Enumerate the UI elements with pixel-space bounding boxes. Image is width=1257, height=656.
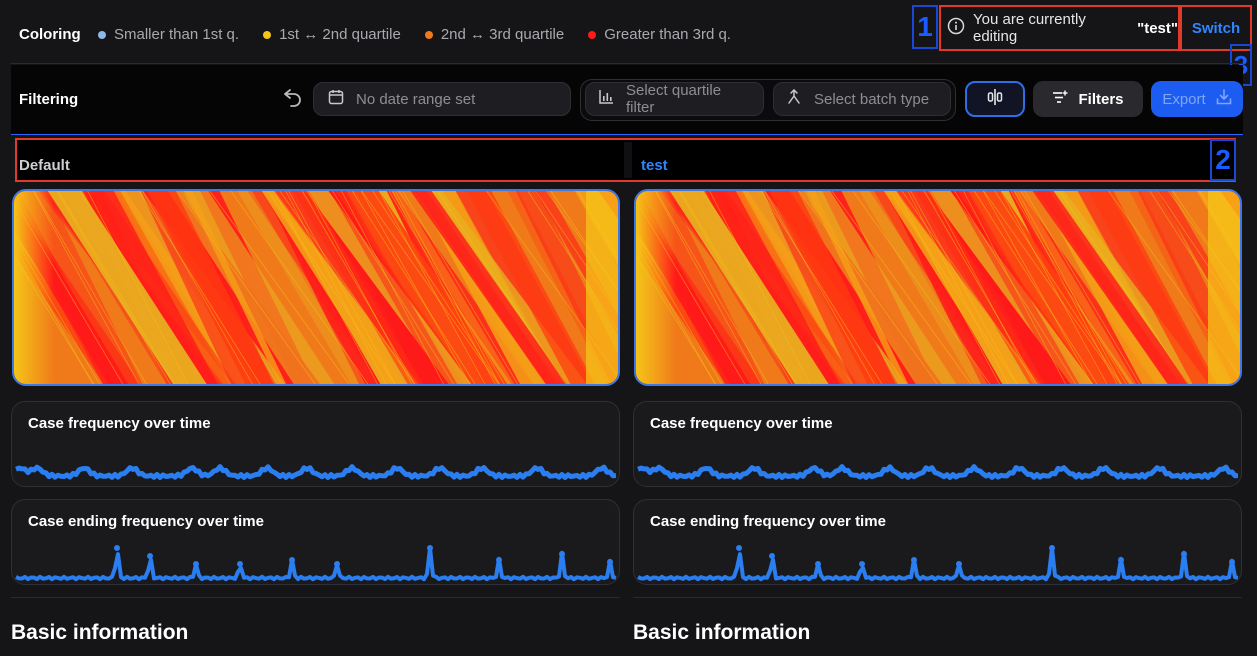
legend-dot: [263, 30, 272, 39]
case-ending-sparkline: [637, 545, 1239, 582]
case-ending-sparkline: [15, 545, 617, 582]
legend-item-below-q1: Smaller than 1st q.: [98, 26, 239, 43]
legend-item-q1-q2: 1st ↔ 2nd quartile: [263, 26, 401, 43]
tab-separator: [624, 142, 632, 178]
calendar-icon: [328, 89, 344, 109]
bar-chart-icon: [598, 89, 614, 109]
quartile-filter-select[interactable]: Select quartile filter: [585, 82, 764, 116]
legend-item-above-q3: Greater than 3rd q.: [588, 26, 731, 43]
case-frequency-sparkline: [637, 464, 1239, 480]
case-frequency-sparkline: [15, 464, 617, 480]
divider: [633, 597, 1242, 598]
batch-type-select[interactable]: Select batch type: [773, 82, 951, 116]
filtering-title: Filtering: [19, 91, 79, 108]
filters-button[interactable]: Filters: [1033, 81, 1143, 117]
export-button[interactable]: Export: [1151, 81, 1243, 117]
export-label: Export: [1162, 90, 1206, 108]
batch-placeholder: Select batch type: [814, 90, 930, 108]
case-ending-card-default: Case ending frequency over time: [11, 499, 620, 585]
case-frequency-card-default: Case frequency over time: [11, 401, 620, 487]
callout-2: 2: [1210, 139, 1236, 181]
filter-add-icon: [1052, 90, 1068, 108]
divider: [11, 597, 620, 598]
legend-dot: [98, 30, 106, 39]
case-ending-card-test: Case ending frequency over time: [633, 499, 1242, 585]
tab-test[interactable]: test: [641, 157, 668, 174]
divider: [11, 63, 1243, 64]
card-title: Case frequency over time: [650, 415, 833, 432]
legend-label: 2nd ↔ 3rd quartile: [440, 26, 565, 43]
compare-icon: [986, 88, 1004, 111]
filters-label: Filters: [1078, 90, 1124, 108]
editing-name: "test": [1137, 19, 1178, 37]
card-title: Case frequency over time: [28, 415, 211, 432]
download-icon: [1216, 89, 1232, 109]
legend-label: Smaller than 1st q.: [114, 26, 240, 43]
legend-dot: [588, 30, 597, 39]
process-map-default[interactable]: [12, 189, 620, 386]
undo-icon[interactable]: [281, 88, 303, 113]
coloring-legend: Smaller than 1st q. 1st ↔ 2nd quartile 2…: [98, 26, 731, 43]
date-range-input[interactable]: No date range set: [313, 82, 571, 116]
legend-label: Greater than 3rd q.: [604, 26, 731, 43]
merge-icon: [786, 88, 802, 109]
tab-default[interactable]: Default: [19, 157, 70, 174]
basic-info-title-test: Basic information: [633, 621, 811, 644]
card-title: Case ending frequency over time: [650, 513, 886, 530]
legend-item-q2-q3: 2nd ↔ 3rd quartile: [424, 26, 565, 43]
editing-banner: You are currently editing "test": [939, 5, 1180, 51]
callout-1: 1: [912, 5, 938, 49]
basic-info-title-default: Basic information: [11, 621, 189, 644]
process-map-test[interactable]: [634, 189, 1242, 386]
legend-label: 1st ↔ 2nd quartile: [279, 26, 401, 43]
quartile-placeholder: Select quartile filter: [626, 82, 722, 116]
compare-toggle-button[interactable]: [965, 81, 1025, 117]
editing-text: You are currently editing: [973, 11, 1086, 45]
card-title: Case ending frequency over time: [28, 513, 264, 530]
case-frequency-card-test: Case frequency over time: [633, 401, 1242, 487]
legend-dot: [424, 30, 433, 39]
info-icon: [947, 17, 965, 39]
switch-button[interactable]: Switch: [1180, 5, 1252, 51]
date-range-placeholder: No date range set: [356, 90, 476, 108]
active-divider: [11, 134, 1243, 135]
coloring-title: Coloring: [19, 26, 81, 43]
